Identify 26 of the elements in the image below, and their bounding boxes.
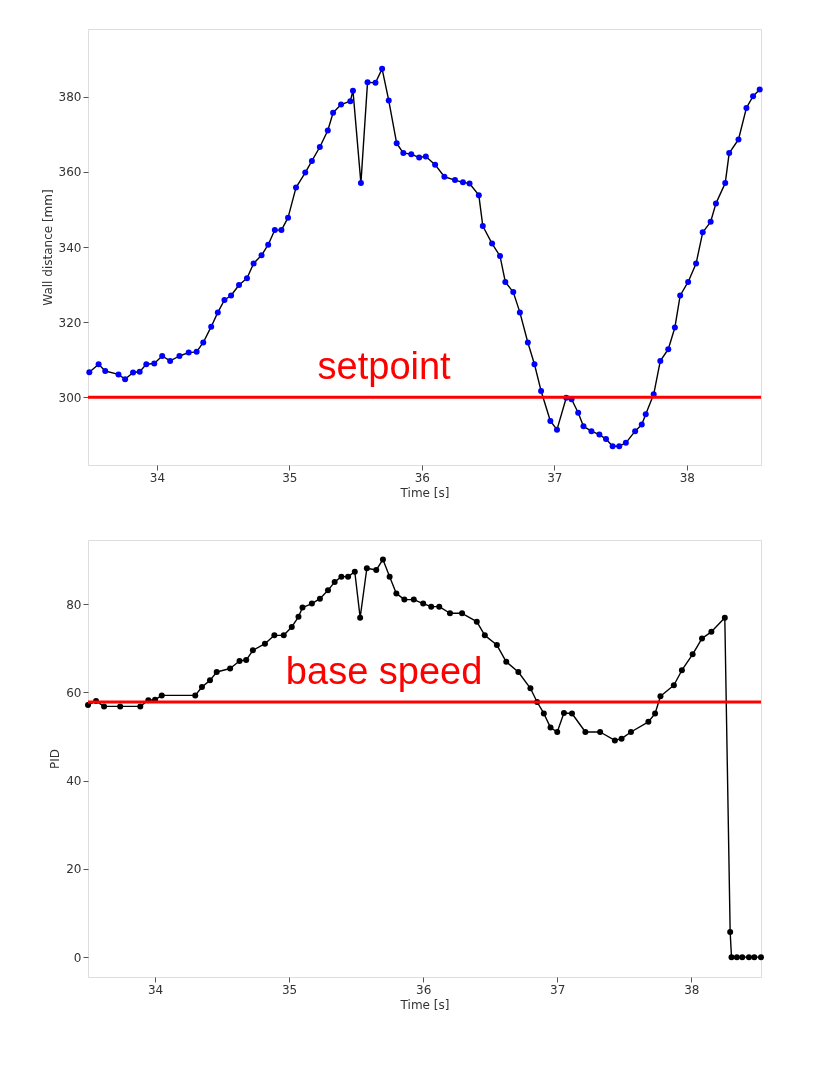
x-tick-label: 36 <box>414 470 430 485</box>
y-tick-label: 60 <box>66 685 82 700</box>
y-tick-label: 360 <box>58 165 82 180</box>
x-tick-label: 38 <box>679 470 695 485</box>
x-axis-title: Time [s] <box>399 485 450 500</box>
ref-line-label: base speed <box>285 650 483 692</box>
x-tick-label: 36 <box>416 982 432 997</box>
x-tick-label: 34 <box>147 982 164 997</box>
y-axis-title: Wall distance [mm] <box>40 189 55 306</box>
y-tick-label: 0 <box>73 950 82 965</box>
y-tick-label: 380 <box>58 90 82 105</box>
x-tick-label: 37 <box>547 470 563 485</box>
y-tick-label: 80 <box>66 597 82 612</box>
x-tick-label: 38 <box>684 982 700 997</box>
ref-line-label: setpoint <box>317 345 452 388</box>
x-tick-label: 35 <box>282 470 298 485</box>
x-tick-label: 34 <box>149 470 166 485</box>
x-tick-label: 35 <box>281 982 298 997</box>
x-axis-title: Time [s] <box>399 997 450 1012</box>
y-tick-label: 320 <box>58 315 82 330</box>
x-tick-label: 37 <box>550 982 566 997</box>
y-tick-label: 300 <box>58 390 82 405</box>
y-tick-label: 20 <box>66 862 82 877</box>
y-axis-title: PID <box>48 748 63 770</box>
y-tick-label: 40 <box>66 774 82 789</box>
y-tick-label: 340 <box>58 240 82 255</box>
